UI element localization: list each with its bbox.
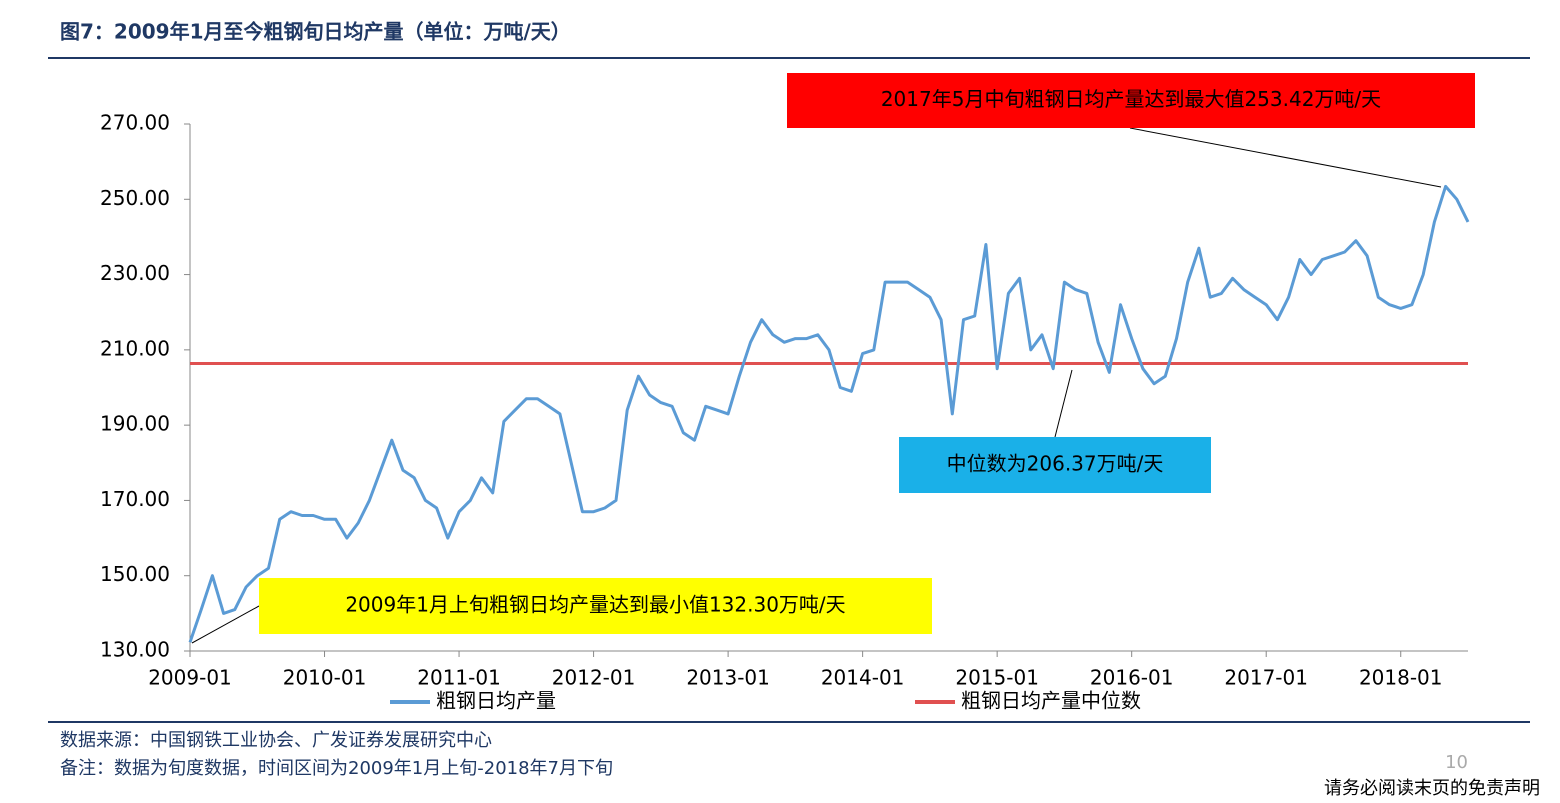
x-tick-label: 2014-01	[821, 666, 905, 690]
annotation-text: 中位数为206.37万吨/天	[947, 452, 1164, 476]
annotation-box	[899, 437, 1211, 493]
y-tick-label: 130.00	[100, 638, 170, 662]
y-tick-label: 250.00	[100, 186, 170, 210]
source-note: 数据来源：中国钢铁工业协会、广发证券发展研究中心	[60, 730, 492, 751]
x-tick-label: 2011-01	[417, 666, 501, 690]
x-tick-label: 2017-01	[1224, 666, 1308, 690]
annotation-text: 2009年1月上旬粗钢日均产量达到最小值132.30万吨/天	[345, 593, 845, 617]
y-tick-label: 270.00	[100, 111, 170, 135]
x-tick-label: 2018-01	[1359, 666, 1443, 690]
y-tick-label: 150.00	[100, 562, 170, 586]
y-tick-label: 170.00	[100, 487, 170, 511]
annotation-text: 2017年5月中旬粗钢日均产量达到最大值253.42万吨/天	[881, 87, 1381, 111]
leader-line	[1054, 369, 1073, 438]
annotation-box	[259, 578, 932, 634]
leader-line	[191, 605, 260, 644]
x-tick-label: 2016-01	[1090, 666, 1174, 690]
figure-title: 图7：2009年1月至今粗钢旬日均产量（单位：万吨/天）	[60, 20, 571, 44]
disclaimer: 请务必阅读末页的免责声明	[1324, 778, 1540, 799]
remark-note: 备注：数据为旬度数据，时间区间为2009年1月上旬-2018年7月下旬	[60, 758, 613, 779]
x-tick-label: 2009-01	[148, 666, 232, 690]
leader-line	[1129, 127, 1442, 188]
y-tick-label: 210.00	[100, 336, 170, 360]
series-line	[188, 184, 1470, 643]
y-tick-label: 190.00	[100, 412, 170, 436]
legend-label: 粗钢日均产量中位数	[961, 689, 1141, 713]
x-tick-label: 2010-01	[283, 666, 367, 690]
page-number: 10	[1445, 752, 1468, 773]
x-tick-label: 2013-01	[686, 666, 770, 690]
legend-label: 粗钢日均产量	[436, 689, 556, 713]
x-tick-label: 2015-01	[955, 666, 1039, 690]
y-tick-label: 230.00	[100, 261, 170, 285]
x-tick-label: 2012-01	[552, 666, 636, 690]
annotation-box	[787, 73, 1475, 128]
